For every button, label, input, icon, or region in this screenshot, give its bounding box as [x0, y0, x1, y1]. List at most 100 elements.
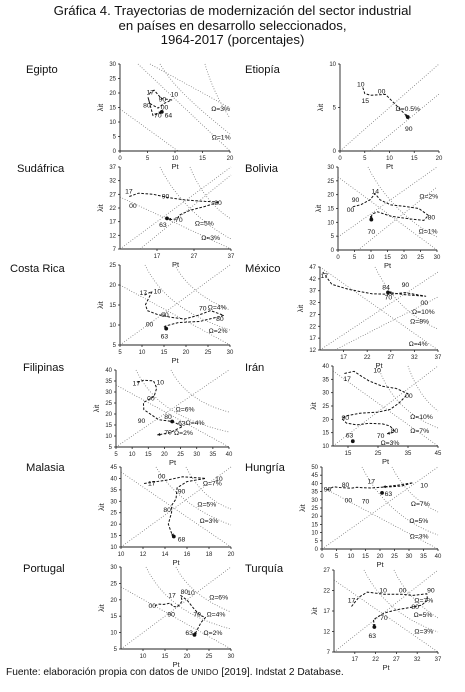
year-label: 70 [368, 229, 376, 236]
y-tick-label: 22 [309, 324, 316, 330]
y-tick-label: 7 [327, 650, 331, 656]
y-axis-label: λit [314, 204, 323, 212]
omega-label: Ω=6% [176, 407, 195, 414]
x-tick-label: 32 [414, 657, 421, 663]
y-tick-label: 40 [311, 481, 318, 487]
year-label: 00 [421, 300, 429, 307]
omega-label: Ω=4% [207, 611, 226, 618]
year-label: 80 [391, 428, 399, 435]
year-label: 17 [348, 597, 356, 604]
x-tick-label: 20 [228, 552, 235, 558]
chart-panel-filipinas: 5 10 15 20 25 30 35 40 5 10 15 20 25 30 35 40 Pt λit 17 10 0… [92, 368, 233, 467]
x-tick-label: 30 [434, 255, 441, 261]
y-axis-label: λit [309, 401, 318, 409]
year-label: 80 [411, 604, 419, 611]
x-tick-label: 15 [161, 350, 168, 356]
year-label: 10 [373, 368, 381, 375]
y-tick-label: 45 [110, 465, 117, 471]
y-tick-label: 32 [109, 179, 116, 185]
panel-title-bolivia: Bolivia [245, 163, 278, 175]
x-tick-label: 25 [375, 451, 382, 457]
omega-label: Ω=5% [409, 518, 428, 525]
y-tick-label: 0 [113, 149, 117, 155]
year-label: 70 [362, 499, 370, 506]
y-tick-label: 22 [323, 589, 330, 595]
y-tick-label: 20 [109, 91, 116, 97]
y-tick-label: 30 [110, 499, 117, 505]
x-tick-label: 20 [183, 350, 190, 356]
y-tick-label: 15 [110, 614, 117, 620]
x-tick-label: 10 [129, 452, 136, 458]
panel-title-sudafrica: Sudáfrica [17, 163, 65, 175]
y-tick-label: 15 [110, 534, 117, 540]
year-label: 17 [146, 90, 154, 97]
omega-label: Ω=4% [409, 341, 428, 348]
chart-panel-bolivia: 0 5 10 15 20 25 30 0 5 10 15 20 25 30 Pt λit 90 14 00 Ω=2% 8… [314, 165, 441, 270]
x-tick-label: 5 [335, 554, 339, 560]
year-label: 90 [159, 97, 167, 104]
x-tick-label: 16 [184, 552, 191, 558]
figure-footer: Fuente: elaboración propia con datos de … [6, 667, 344, 678]
year-label: 63 [346, 433, 354, 440]
year-label: 68 [178, 537, 186, 544]
trajectory-line [144, 290, 225, 329]
year-label: 90 [427, 588, 435, 595]
year-label: 00 [399, 588, 407, 595]
x-axis-label: Pt [172, 660, 180, 669]
y-tick-label: 20 [311, 514, 318, 520]
y-axis-label: λit [92, 404, 101, 412]
y-tick-label: 5 [331, 234, 335, 240]
y-tick-label: 12 [309, 348, 316, 354]
x-tick-label: 37 [435, 355, 442, 361]
x-tick-label: 25 [417, 255, 424, 261]
y-tick-label: 20 [110, 598, 117, 604]
y-axis-label: λit [97, 502, 106, 510]
year-label: 63 [185, 630, 193, 637]
trajectory-line [322, 271, 427, 297]
omega-isoquant [189, 166, 232, 220]
y-tick-label: 27 [323, 568, 330, 574]
x-tick-label: 15 [362, 554, 369, 560]
omega-label: Ω=6% [209, 595, 228, 602]
year-label: 10 [420, 483, 428, 490]
trajectory-point [350, 439, 355, 444]
y-tick-label: 25 [109, 77, 116, 83]
x-tick-label: 27 [387, 355, 394, 361]
year-label: 00 [146, 322, 154, 329]
x-tick-label: 0 [320, 554, 324, 560]
x-tick-label: 5 [146, 156, 150, 162]
x-tick-label: 0 [336, 255, 340, 261]
omega-label: Ω=3% [414, 629, 433, 636]
x-tick-label: 37 [228, 254, 235, 260]
omega-isoquant [135, 369, 230, 433]
y-tick-label: 25 [109, 263, 116, 269]
omega-label: Ω=3% [200, 518, 219, 525]
y-tick-label: 5 [333, 106, 337, 112]
year-label: 90 [402, 282, 410, 289]
x-tick-label: 15 [199, 156, 206, 162]
isoline [115, 369, 230, 448]
x-tick-label: 10 [118, 552, 125, 558]
isoline [120, 586, 232, 650]
omega-isoquant [185, 466, 232, 510]
omega-isoquant [159, 63, 231, 135]
footer-source: UNIDO [191, 668, 219, 677]
omega-isoquant [175, 566, 232, 613]
x-tick-label: 17 [154, 254, 161, 260]
y-tick-label: 35 [322, 377, 329, 383]
y-axis-label: λit [298, 503, 307, 511]
year-label: 90 [405, 126, 413, 133]
year-label: 63 [178, 421, 186, 428]
x-tick-label: 15 [384, 255, 391, 261]
y-tick-label: 10 [109, 120, 116, 126]
panel-title-iran: Irán [245, 362, 265, 374]
year-label: 70 [175, 217, 183, 224]
year-label: 17 [320, 273, 328, 280]
omega-label: Ω=7% [203, 480, 222, 487]
year-label: 00 [347, 207, 355, 214]
y-tick-label: 5 [114, 647, 118, 653]
year-label: 70 [199, 306, 207, 313]
